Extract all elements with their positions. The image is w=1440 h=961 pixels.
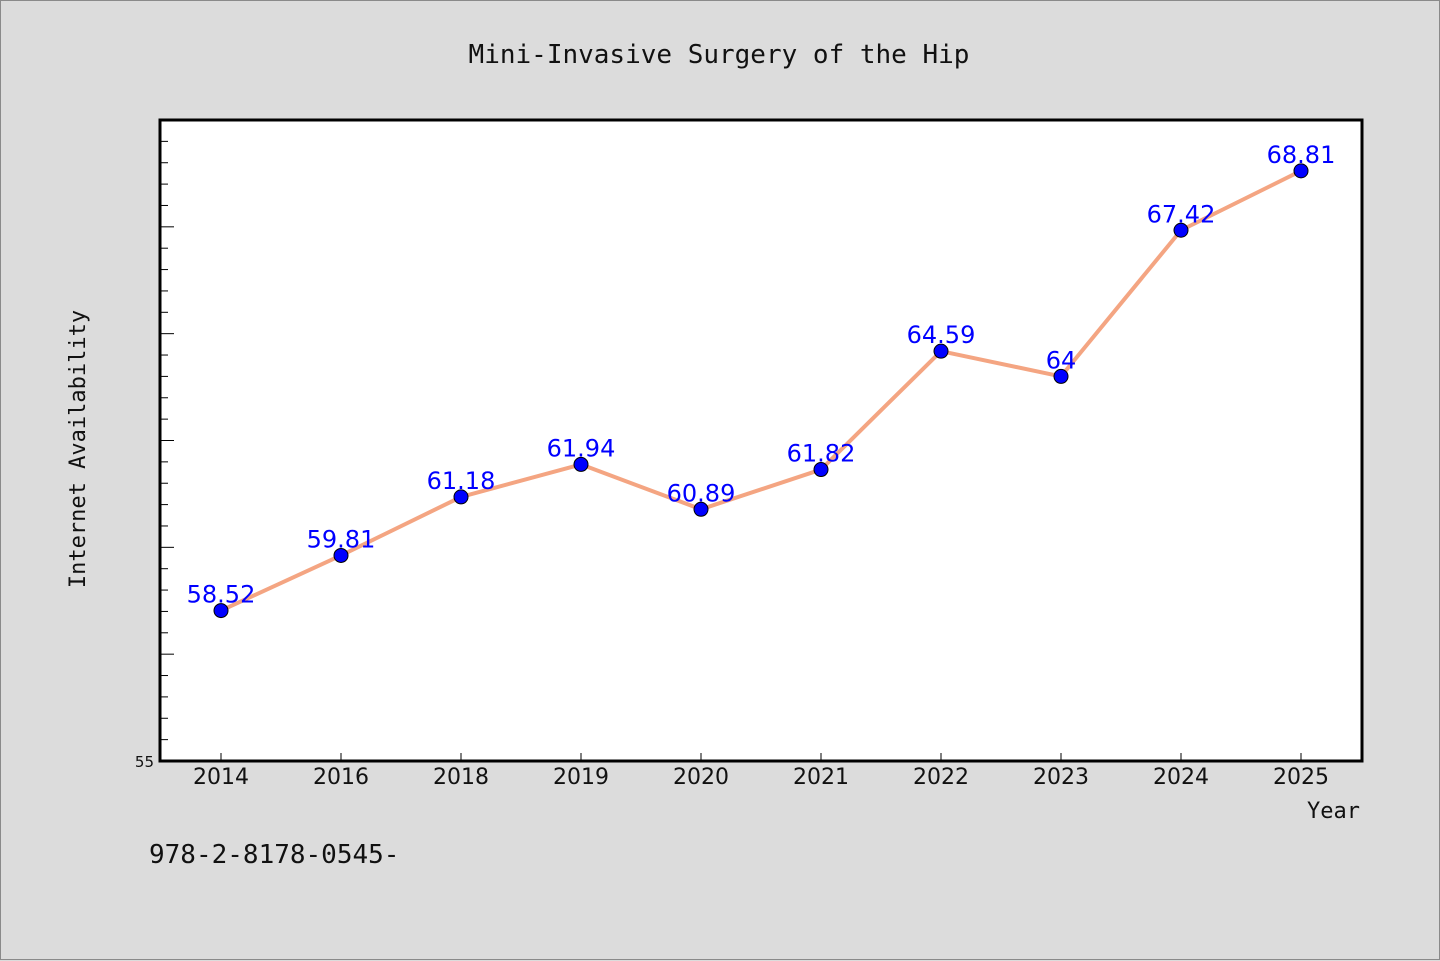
data-point-marker	[813, 462, 829, 478]
footnote-text: 978-2-8178-0545-	[149, 840, 399, 870]
series-line	[219, 168, 1303, 613]
x-axis-label: Year	[1307, 799, 1360, 824]
x-tick-label: 2014	[193, 765, 249, 790]
x-tick-label: 2022	[913, 765, 969, 790]
x-tick-label: 2019	[553, 765, 609, 790]
data-point-marker	[1173, 222, 1189, 238]
y-tick-label-min: 55	[135, 753, 154, 771]
data-point-marker	[1293, 163, 1309, 179]
data-point-marker	[933, 343, 949, 359]
x-tick-label: 2023	[1033, 765, 1089, 790]
x-tick-label: 2025	[1273, 765, 1329, 790]
data-point-marker	[1053, 368, 1069, 384]
data-point-marker	[573, 456, 589, 472]
data-point-marker	[453, 489, 469, 505]
x-tick-label: 2020	[673, 765, 729, 790]
data-point-marker	[333, 547, 349, 563]
x-tick-label: 2021	[793, 765, 849, 790]
x-axis-ticks: 2014 2016 2018 2019 2020 2021 2022 2023 2024 2025	[193, 753, 1329, 790]
x-tick-label: 2016	[313, 765, 369, 790]
chart-title: Mini-Invasive Surgery of the Hip	[469, 40, 970, 70]
y-axis-ticks	[160, 119, 174, 762]
x-tick-label: 2024	[1153, 765, 1209, 790]
y-axis-label: Internet Availability	[66, 310, 91, 588]
plot-area	[158, 118, 1364, 763]
data-point-marker	[213, 603, 229, 619]
x-tick-label: 2018	[433, 765, 489, 790]
data-point-marker	[693, 501, 709, 517]
series-group: 58.5259.8161.1861.9460.8961.8264.596467.…	[187, 141, 1335, 619]
